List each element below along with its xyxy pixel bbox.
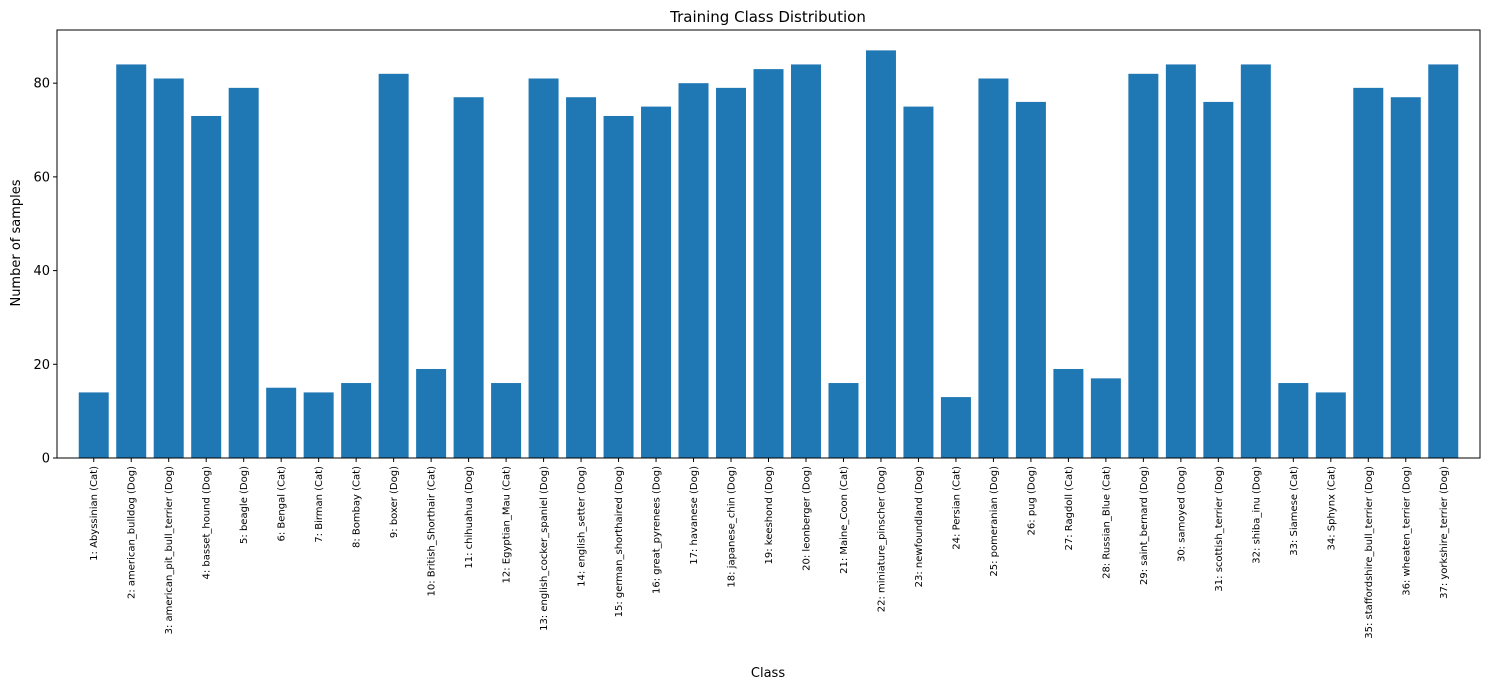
bar bbox=[1390, 97, 1421, 458]
x-tick-label: 31: scottish_terrier (Dog) bbox=[1214, 466, 1225, 592]
bar bbox=[1053, 368, 1084, 458]
x-tick-label: 32: shiba_inu (Dog) bbox=[1251, 466, 1262, 564]
x-tick-label: 20: leonberger (Dog) bbox=[801, 466, 812, 571]
chart-title: Training Class Distribution bbox=[669, 8, 866, 26]
bar bbox=[153, 78, 184, 459]
bar bbox=[1203, 101, 1234, 459]
bar bbox=[1428, 64, 1459, 458]
bar bbox=[1278, 383, 1309, 458]
bar bbox=[453, 97, 484, 458]
x-tick-label: 35: staffordshire_bull_terrier (Dog) bbox=[1364, 466, 1375, 639]
bar bbox=[716, 87, 747, 459]
x-tick-label: 7: Birman (Cat) bbox=[314, 466, 325, 543]
x-tick-label: 33: Siamese (Cat) bbox=[1289, 466, 1300, 556]
x-tick-label: 36: wheaten_terrier (Dog) bbox=[1401, 466, 1412, 596]
x-tick-label: 28: Russian_Blue (Cat) bbox=[1101, 466, 1112, 579]
x-tick-label: 15: german_shorthaired (Dog) bbox=[614, 466, 625, 617]
x-tick-label: 14: english_setter (Dog) bbox=[577, 466, 588, 587]
x-tick-label: 6: Bengal (Cat) bbox=[277, 466, 288, 542]
bar bbox=[228, 87, 259, 459]
y-axis-label: Number of samples bbox=[9, 179, 24, 306]
x-tick-label: 24: Persian (Cat) bbox=[951, 466, 962, 550]
x-tick-label: 37: yorkshire_terrier (Dog) bbox=[1439, 466, 1450, 599]
bar bbox=[603, 115, 634, 458]
y-tick-label: 80 bbox=[33, 77, 50, 92]
x-axis: 1: Abyssinian (Cat) 2: american_bulldog (… bbox=[89, 458, 1450, 639]
bar bbox=[378, 73, 409, 458]
x-tick-label: 9: boxer (Dog) bbox=[389, 466, 400, 538]
x-tick-label: 22: miniature_pinscher (Dog) bbox=[876, 466, 887, 612]
x-tick-label: 26: pug (Dog) bbox=[1026, 466, 1037, 536]
x-tick-label: 4: basset_hound (Dog) bbox=[202, 466, 213, 580]
x-tick-label: 19: keeshond (Dog) bbox=[764, 466, 775, 565]
x-tick-label: 21: Maine_Coon (Cat) bbox=[839, 466, 850, 574]
x-tick-label: 8: Bombay (Cat) bbox=[352, 466, 363, 548]
bar bbox=[865, 50, 896, 458]
bar bbox=[566, 97, 597, 458]
bar bbox=[903, 106, 934, 458]
x-tick-label: 11: chihuahua (Dog) bbox=[464, 466, 475, 569]
bar bbox=[303, 392, 334, 458]
x-tick-label: 16: great_pyrenees (Dog) bbox=[652, 466, 663, 594]
x-tick-label: 34: Sphynx (Cat) bbox=[1326, 466, 1337, 551]
bar bbox=[78, 392, 109, 458]
bar bbox=[978, 78, 1009, 459]
x-tick-label: 3: american_pit_bull_terrier (Dog) bbox=[164, 466, 175, 634]
bar bbox=[1165, 64, 1196, 458]
bars-layer bbox=[78, 50, 1459, 459]
bar bbox=[828, 383, 859, 458]
bar bbox=[1240, 64, 1271, 458]
bar bbox=[940, 397, 971, 458]
x-tick-label: 17: havanese (Dog) bbox=[689, 466, 700, 565]
bar bbox=[491, 383, 522, 458]
y-tick-label: 60 bbox=[33, 170, 50, 185]
y-axis: 0 20 40 60 80 bbox=[33, 77, 57, 467]
x-tick-label: 27: Ragdoll (Cat) bbox=[1064, 466, 1075, 551]
x-tick-label: 30: samoyed (Dog) bbox=[1176, 466, 1187, 562]
bar bbox=[790, 64, 821, 458]
x-tick-label: 5: beagle (Dog) bbox=[239, 466, 250, 544]
x-axis-label: Class bbox=[751, 666, 785, 681]
bar bbox=[528, 78, 559, 459]
x-tick-label: 29: saint_bernard (Dog) bbox=[1139, 466, 1150, 585]
x-tick-label: 12: Egyptian_Mau (Cat) bbox=[502, 466, 513, 584]
bar bbox=[1128, 73, 1159, 458]
y-tick-label: 40 bbox=[33, 264, 50, 279]
bar bbox=[266, 387, 297, 458]
bar bbox=[341, 383, 372, 458]
y-tick-label: 0 bbox=[42, 452, 50, 467]
x-tick-label: 13: english_cocker_spaniel (Dog) bbox=[539, 466, 550, 631]
bar bbox=[1090, 378, 1121, 458]
bar bbox=[1353, 87, 1384, 459]
bar bbox=[1315, 392, 1346, 458]
x-tick-label: 23: newfoundland (Dog) bbox=[914, 466, 925, 587]
bar bbox=[116, 64, 147, 458]
x-tick-label: 10: British_Shorthair (Cat) bbox=[427, 466, 438, 597]
y-tick-label: 20 bbox=[33, 358, 50, 373]
bar bbox=[1015, 101, 1046, 459]
bar bbox=[641, 106, 672, 458]
x-tick-label: 2: american_bulldog (Dog) bbox=[127, 466, 138, 599]
bar bbox=[191, 115, 222, 458]
x-tick-label: 25: pomeranian (Dog) bbox=[989, 466, 1000, 577]
bar bbox=[416, 368, 447, 458]
bar bbox=[678, 83, 709, 459]
x-tick-label: 18: japanese_chin (Dog) bbox=[727, 466, 738, 588]
bar bbox=[753, 69, 784, 459]
x-tick-label: 1: Abyssinian (Cat) bbox=[89, 466, 100, 561]
